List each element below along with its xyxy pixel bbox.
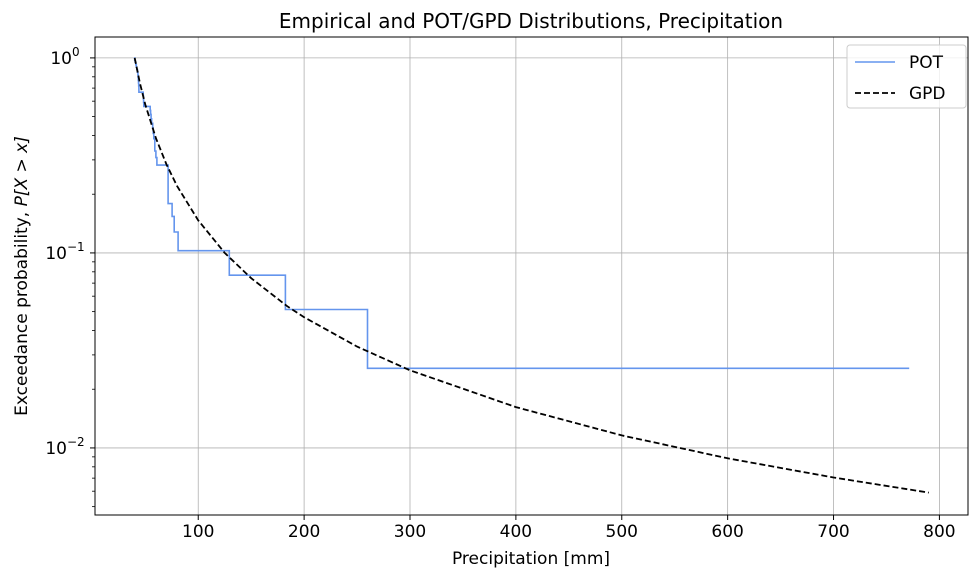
grid xyxy=(95,37,968,515)
y-tick-base: 10 xyxy=(45,439,67,459)
y-axis-label-prefix: Exceedance probability, xyxy=(12,206,32,415)
legend-gpd-label: GPD xyxy=(909,84,946,104)
legend: POT GPD xyxy=(846,44,967,109)
x-tick-label: 400 xyxy=(500,522,532,542)
x-axis-label: Precipitation [mm] xyxy=(452,549,610,569)
y-tick-base: 10 xyxy=(45,244,67,264)
plot-frame xyxy=(94,36,969,516)
y-axis-label-math: P[X > x] xyxy=(12,136,32,206)
gpd-dashed-line xyxy=(133,57,929,494)
y-tick-base: 10 xyxy=(50,49,72,69)
x-tick-label: 100 xyxy=(182,522,214,542)
x-axis: 100 200 300 400 500 600 700 800 xyxy=(182,515,956,542)
y-tick-label: 100 xyxy=(50,45,79,69)
y-axis-label: Exceedance probability, P[X > x] xyxy=(12,136,32,416)
legend-pot-label: POT xyxy=(909,53,944,73)
y-tick-label: 10−1 xyxy=(45,240,84,264)
y-tick-exponent: −1 xyxy=(67,240,85,254)
y-tick-exponent: 0 xyxy=(72,45,80,59)
x-tick-label: 600 xyxy=(711,522,743,542)
series-layer xyxy=(133,57,929,494)
y-tick-exponent: −2 xyxy=(67,435,85,449)
legend-box xyxy=(846,44,967,109)
x-tick-label: 300 xyxy=(394,522,426,542)
pot-step-line xyxy=(133,57,910,370)
x-tick-label: 500 xyxy=(606,522,638,542)
x-tick-label: 700 xyxy=(817,522,849,542)
x-tick-label: 200 xyxy=(288,522,320,542)
x-tick-label: 800 xyxy=(923,522,955,542)
y-tick-label: 10−2 xyxy=(45,435,84,459)
chart-title: Empirical and POT/GPD Distributions, Pre… xyxy=(279,9,783,33)
